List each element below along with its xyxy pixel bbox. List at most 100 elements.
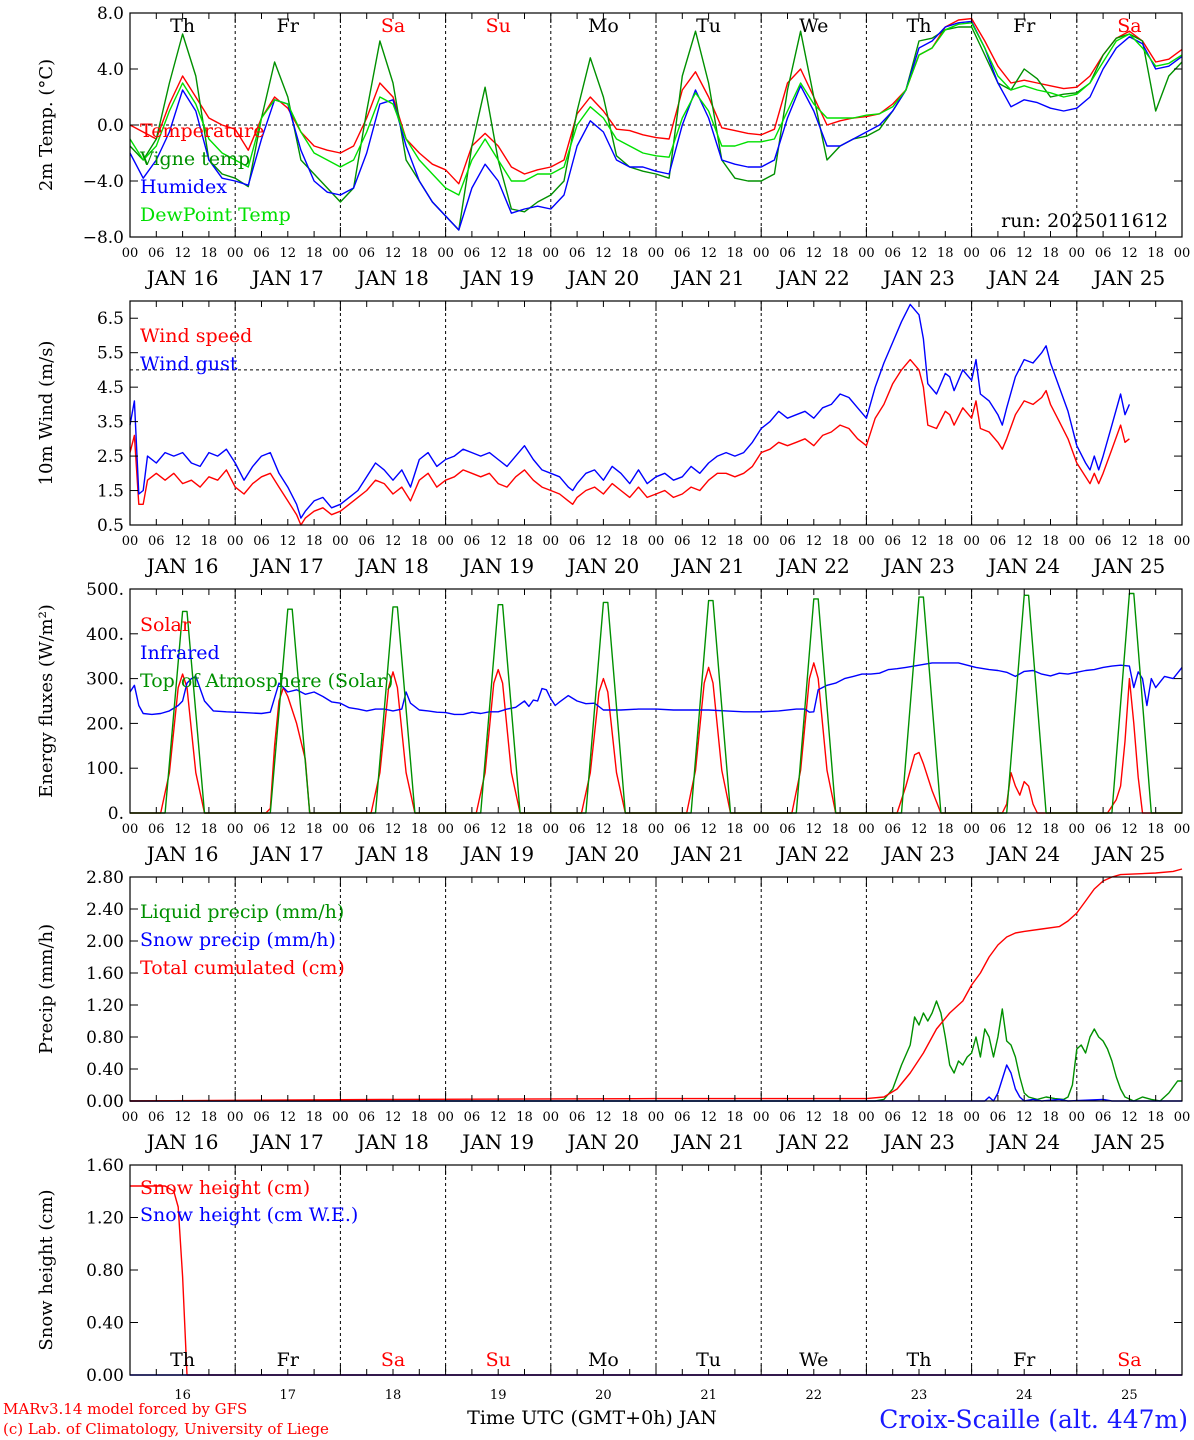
x-hour-label: 06 [253, 1110, 270, 1125]
x-hour-label: 06 [779, 822, 796, 837]
y-tick-label: 0. [108, 804, 124, 824]
x-hour-label: 18 [1042, 1110, 1059, 1125]
legend-entry: Humidex [140, 176, 227, 198]
x-hour-label: 00 [332, 246, 349, 261]
x-hour-label: 00 [332, 822, 349, 837]
x-date-label: JAN 17 [250, 842, 324, 866]
x-hour-label: 06 [569, 1110, 586, 1125]
x-date-label: JAN 22 [776, 266, 850, 290]
credit-line-1: MARv3.14 model forced by GFS [3, 1400, 247, 1418]
legend-entry: Top of Atmosphere (Solar) [140, 670, 393, 692]
x-hour-label: 12 [911, 246, 928, 261]
x-day-number-label: 24 [1016, 1388, 1033, 1403]
x-hour-label: 00 [227, 534, 244, 549]
x-hour-label: 06 [358, 534, 375, 549]
x-hour-label: 18 [621, 246, 638, 261]
x-hour-label: 18 [1042, 822, 1059, 837]
x-hour-label: 12 [700, 534, 717, 549]
day-of-week-label: Fr [277, 1349, 300, 1371]
x-hour-label: 12 [385, 822, 402, 837]
y-tick-label: 0.5 [97, 516, 124, 536]
x-hour-label: 00 [543, 1110, 560, 1125]
x-date-label: JAN 18 [355, 266, 429, 290]
legend-entry: DewPoint Temp [140, 204, 291, 226]
y-axis-title: 10m Wind (m/s) [36, 341, 57, 486]
x-hour-label: 06 [674, 1110, 691, 1125]
legend-entry: Vigne temp [139, 148, 250, 170]
x-hour-label: 18 [411, 1110, 428, 1125]
x-hour-label: 06 [990, 1110, 1007, 1125]
chart-panel-5: 1.60 1.20 0.80 0.40 0.00 Snow height (cm) Th Fr… [36, 1156, 1183, 1403]
day-of-week-label: Tu [696, 15, 721, 37]
x-hour-label: 06 [464, 246, 481, 261]
x-hour-label: 18 [1042, 246, 1059, 261]
x-hour-label: 18 [937, 1110, 954, 1125]
x-hour-label: 00 [122, 822, 139, 837]
x-hour-label: 00 [543, 822, 560, 837]
legend-entry: Wind speed [140, 325, 252, 347]
x-hour-label: 00 [648, 534, 665, 549]
x-date-label: JAN 20 [566, 1130, 640, 1154]
x-hour-label: 18 [516, 1110, 533, 1125]
x-day-number-label: 21 [700, 1388, 717, 1403]
x-date-label: JAN 22 [776, 554, 850, 578]
x-hour-label: 18 [306, 246, 323, 261]
x-hour-label: 06 [569, 822, 586, 837]
x-hour-label: 06 [779, 246, 796, 261]
x-hour-label: 12 [806, 534, 823, 549]
y-tick-label: 500. [86, 580, 124, 600]
x-hour-label: 00 [122, 534, 139, 549]
x-hour-label: 12 [385, 534, 402, 549]
x-hour-label: 18 [516, 246, 533, 261]
y-tick-label: 0.40 [86, 1314, 124, 1334]
x-date-label: JAN 16 [145, 554, 219, 578]
x-hour-label: 00 [963, 822, 980, 837]
x-hour-label: 06 [148, 534, 165, 549]
series-line-humidex [129, 20, 1183, 231]
x-hour-label: 00 [1069, 1110, 1086, 1125]
x-hour-label: 18 [201, 1110, 218, 1125]
x-hour-label: 00 [1069, 534, 1086, 549]
x-hour-label: 12 [280, 822, 297, 837]
x-hour-label: 18 [411, 246, 428, 261]
chart-panel-4: 2.80 2.40 2.00 1.60 1.20 0.80 0.40 0.00 Precip (… [36, 868, 1190, 1154]
x-date-label: JAN 24 [986, 554, 1060, 578]
x-date-label: JAN 20 [566, 554, 640, 578]
x-hour-label: 00 [122, 246, 139, 261]
day-of-week-label: Fr [1013, 1349, 1036, 1371]
plot-frame [129, 300, 1183, 526]
x-hour-label: 06 [674, 246, 691, 261]
x-hour-label: 00 [1069, 246, 1086, 261]
x-hour-label: 06 [990, 246, 1007, 261]
y-tick-label: 2.40 [86, 900, 124, 920]
legend-entry: Total cumulated (cm) [140, 957, 345, 979]
y-axis-title: Precip (mm/h) [36, 924, 57, 1054]
x-date-label: JAN 19 [460, 842, 534, 866]
panels: 8.0 4.0 0.0 −4.0 −8.0 2m Temp. (°C) 00 06 12 18 00… [36, 4, 1190, 1403]
y-tick-label: 0.0 [97, 116, 124, 136]
x-hour-label: 12 [1121, 534, 1138, 549]
x-hour-label: 12 [280, 1110, 297, 1125]
day-of-week-label: Su [486, 1349, 511, 1371]
x-hour-label: 06 [1095, 1110, 1112, 1125]
y-tick-label: 0.80 [86, 1028, 124, 1048]
x-hour-label: 12 [700, 822, 717, 837]
x-hour-label: 18 [621, 1110, 638, 1125]
y-tick-label: 8.0 [97, 4, 124, 24]
legend-entry: Wind gust [140, 353, 238, 375]
x-hour-label: 06 [253, 822, 270, 837]
x-hour-label: 00 [332, 534, 349, 549]
x-hour-label: 12 [1121, 246, 1138, 261]
day-of-week-label: Th [170, 15, 195, 37]
x-hour-label: 12 [174, 246, 191, 261]
x-hour-label: 06 [253, 534, 270, 549]
x-date-label: JAN 23 [881, 266, 955, 290]
x-day-number-label: 20 [595, 1388, 612, 1403]
x-hour-label: 06 [884, 1110, 901, 1125]
x-hour-label: 12 [806, 822, 823, 837]
x-date-label: JAN 18 [355, 1130, 429, 1154]
series-line-dewpoint-temp [129, 22, 1183, 196]
series-line-wind-speed [129, 358, 1130, 526]
x-hour-label: 00 [1174, 822, 1191, 837]
